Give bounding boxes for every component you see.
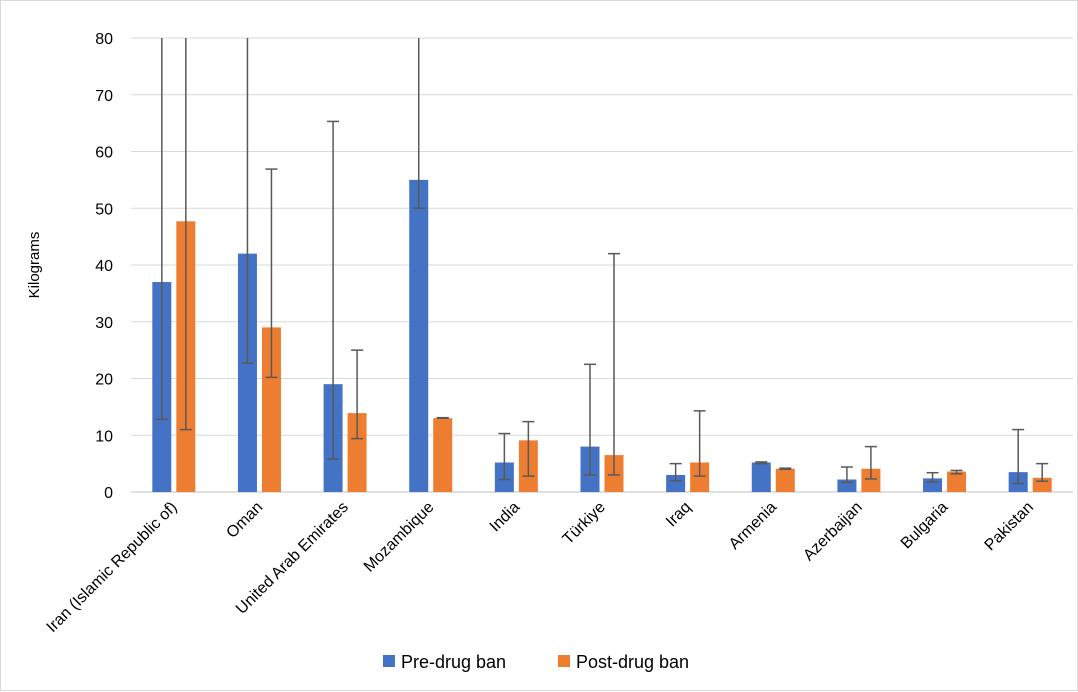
bar-pre-drug-ban-mozambique xyxy=(409,179,429,492)
y-tick-70: 70 xyxy=(95,88,113,105)
bar-pre-drug-ban-iraq xyxy=(666,474,686,492)
y-axis-label: Kilograms xyxy=(26,232,43,299)
x-tick-armenia: Armenia xyxy=(726,499,780,553)
bar-post-drug-ban-azerbaijan xyxy=(861,468,881,492)
bar-pre-drug-ban-armenia xyxy=(751,462,771,492)
x-tick-t-rkiye: Türkiye xyxy=(560,499,609,548)
x-tick-bulgaria: Bulgaria xyxy=(898,499,952,553)
x-tick-mozambique: Mozambique xyxy=(361,499,438,576)
y-tick-0: 0 xyxy=(104,485,113,502)
y-tick-30: 30 xyxy=(95,315,113,332)
x-tick-india: India xyxy=(487,499,524,536)
y-tick-80: 80 xyxy=(95,31,113,48)
x-tick-pakistan: Pakistan xyxy=(982,499,1037,554)
y-tick-20: 20 xyxy=(95,372,113,389)
legend-swatch-post-drug-ban xyxy=(558,655,570,667)
bar-post-drug-ban-bulgaria xyxy=(947,471,967,492)
legend-label-pre-drug-ban: Pre-drug ban xyxy=(401,652,506,672)
bar-post-drug-ban-oman xyxy=(261,327,281,492)
legend-swatch-pre-drug-ban xyxy=(383,655,395,667)
y-tick-10: 10 xyxy=(95,428,113,445)
legend-label-post-drug-ban: Post-drug ban xyxy=(576,652,689,672)
x-tick-azerbaijan: Azerbaijan xyxy=(800,499,865,564)
y-tick-50: 50 xyxy=(95,201,113,218)
y-tick-60: 60 xyxy=(95,145,113,162)
y-tick-40: 40 xyxy=(95,258,113,275)
legend: Pre-drug ban Post-drug ban xyxy=(383,652,689,672)
x-tick-iraq: Iraq xyxy=(663,499,695,531)
bar-post-drug-ban-mozambique xyxy=(433,418,453,492)
x-tick-oman: Oman xyxy=(223,499,266,542)
bar-post-drug-ban-united-arab-emirates xyxy=(347,413,367,492)
bar-post-drug-ban-iraq xyxy=(690,462,710,492)
bar-post-drug-ban-armenia xyxy=(775,468,795,492)
x-tick-iran-islamic-republic-of: Iran (Islamic Republic of) xyxy=(44,499,181,636)
bar-pre-drug-ban-oman xyxy=(237,253,257,492)
